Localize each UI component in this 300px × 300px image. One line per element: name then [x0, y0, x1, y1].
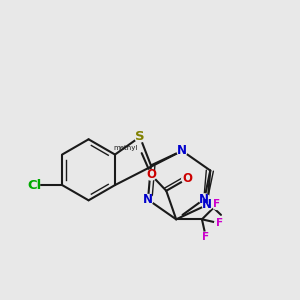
Circle shape	[143, 194, 153, 205]
Circle shape	[182, 174, 192, 184]
Text: N: N	[199, 193, 209, 206]
Text: N: N	[202, 198, 212, 211]
Text: N: N	[143, 193, 153, 206]
Text: F: F	[213, 199, 220, 209]
Text: S: S	[135, 130, 145, 143]
Circle shape	[214, 218, 225, 228]
Circle shape	[29, 180, 40, 190]
Circle shape	[135, 132, 145, 142]
Text: N: N	[177, 144, 187, 157]
Text: methyl: methyl	[113, 145, 138, 151]
Text: F: F	[216, 218, 223, 228]
Text: Cl: Cl	[27, 178, 41, 192]
Text: F: F	[202, 232, 209, 242]
Circle shape	[212, 199, 222, 209]
Circle shape	[146, 170, 156, 180]
Circle shape	[199, 194, 209, 204]
Circle shape	[202, 200, 212, 210]
Text: O: O	[182, 172, 192, 185]
Text: O: O	[146, 168, 156, 182]
Circle shape	[201, 232, 211, 242]
Circle shape	[177, 146, 187, 156]
